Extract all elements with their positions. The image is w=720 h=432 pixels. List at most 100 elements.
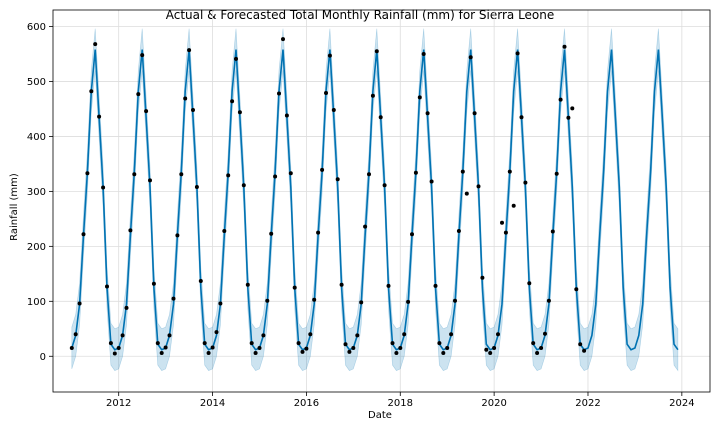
actual-point — [351, 346, 356, 350]
actual-point — [159, 351, 164, 355]
plot-frame — [52, 9, 711, 393]
actual-point — [488, 351, 493, 355]
x-tick-label: 2022 — [575, 398, 600, 409]
actual-point — [378, 115, 383, 120]
actual-point — [89, 89, 94, 94]
actual-point — [421, 52, 426, 56]
actual-point — [402, 332, 407, 337]
actual-point — [394, 351, 399, 355]
actual-point — [527, 281, 532, 286]
actual-point — [140, 53, 145, 58]
grid-lines — [53, 10, 710, 392]
actual-point — [128, 228, 133, 233]
actual-point — [253, 351, 258, 355]
actual-point — [187, 48, 192, 53]
actual-point — [148, 178, 152, 183]
actual-point — [132, 172, 137, 177]
actual-point — [398, 346, 403, 350]
actual-point — [69, 346, 74, 350]
actual-point — [112, 351, 117, 356]
y-tick-label: 200 — [27, 242, 46, 253]
actual-point — [335, 177, 340, 182]
actual-point — [535, 351, 540, 355]
actual-point — [324, 91, 328, 95]
actual-point — [464, 191, 469, 196]
actual-point — [503, 230, 508, 235]
actual-point — [144, 109, 149, 114]
actual-point — [570, 106, 575, 111]
y-tick-label: 600 — [27, 22, 46, 33]
y-tick-label: 100 — [27, 297, 46, 308]
actual-point — [269, 231, 274, 236]
actual-point — [511, 203, 516, 208]
actual-point — [339, 282, 344, 287]
actual-point — [425, 111, 430, 116]
x-tick-label: 2018 — [388, 398, 413, 409]
actual-point — [476, 184, 481, 189]
actual-point — [136, 92, 141, 97]
actual-point — [101, 185, 106, 190]
actual-point — [519, 115, 524, 120]
actual-point — [492, 346, 497, 350]
actual-point — [554, 171, 559, 176]
actual-point — [218, 301, 223, 306]
actual-point — [171, 296, 176, 301]
actual-point — [202, 341, 207, 346]
actual-point — [292, 285, 297, 290]
actual-point — [382, 183, 387, 188]
y-tick-label: 400 — [27, 132, 46, 143]
actual-point — [288, 171, 293, 176]
actual-point — [241, 183, 246, 188]
actual-point — [77, 301, 82, 306]
x-tick-label: 2024 — [669, 398, 694, 409]
actual-point — [93, 42, 98, 47]
uncertainty-band-area — [71, 28, 679, 372]
actual-point — [234, 56, 238, 61]
actual-point — [515, 51, 520, 56]
actual-point — [359, 300, 364, 305]
actual-point — [417, 95, 422, 100]
actual-point — [308, 332, 313, 337]
actual-point — [574, 287, 579, 292]
actual-point — [194, 185, 199, 189]
actual-point — [249, 341, 254, 346]
actual-point — [105, 284, 109, 289]
actual-point — [97, 114, 102, 119]
actual-point — [386, 283, 391, 288]
actual-point — [120, 333, 125, 338]
actual-point — [85, 171, 90, 176]
actual-point — [543, 331, 547, 336]
actual-point — [406, 299, 411, 304]
actual-point — [343, 342, 348, 347]
actual-point — [155, 341, 160, 346]
x-axis-label: Date — [368, 410, 392, 421]
actual-point — [531, 341, 536, 346]
actual-point — [355, 333, 360, 338]
y-tick-label: 500 — [27, 77, 46, 88]
actual-point — [312, 297, 317, 302]
actual-point — [437, 341, 442, 346]
actual-point — [413, 170, 418, 175]
actual-point — [367, 172, 371, 177]
actual-point — [472, 111, 477, 116]
actual-point — [390, 341, 395, 346]
uncertainty-band — [71, 28, 679, 372]
actual-point — [347, 349, 352, 354]
actual-point — [265, 298, 270, 303]
actual-point — [183, 96, 188, 101]
actual-point — [316, 230, 321, 235]
actual-point — [456, 229, 461, 233]
actual-point — [374, 49, 379, 54]
y-axis-ticks: 0 100 200 300 400 500 600 — [27, 22, 53, 363]
x-axis-ticks: 2012 2014 2016 2018 2020 2022 2024 — [106, 392, 695, 409]
actual-point — [245, 282, 250, 287]
actual-point — [179, 172, 184, 177]
actual-point — [304, 346, 309, 351]
actual-point — [284, 113, 289, 118]
actual-point — [523, 180, 528, 185]
chart-title: Actual & Forecasted Total Monthly Rainfa… — [166, 8, 555, 22]
actual-point — [281, 37, 285, 42]
actual-point — [460, 169, 465, 174]
actual-point — [222, 229, 227, 233]
